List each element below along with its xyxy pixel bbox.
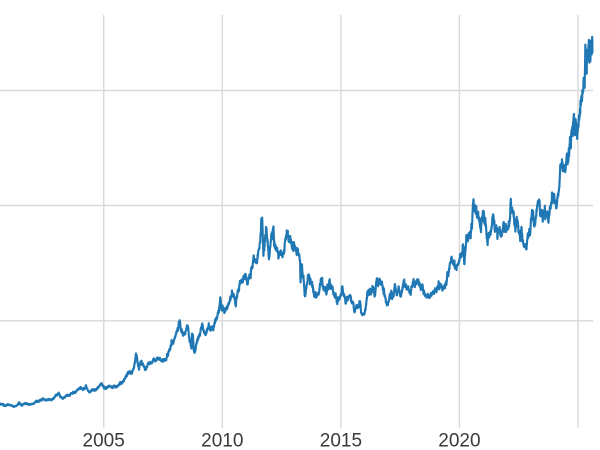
svg-text:2005: 2005 — [83, 431, 125, 450]
svg-text:2020: 2020 — [438, 431, 480, 450]
svg-text:2015: 2015 — [320, 431, 362, 450]
svg-text:2010: 2010 — [201, 431, 243, 450]
